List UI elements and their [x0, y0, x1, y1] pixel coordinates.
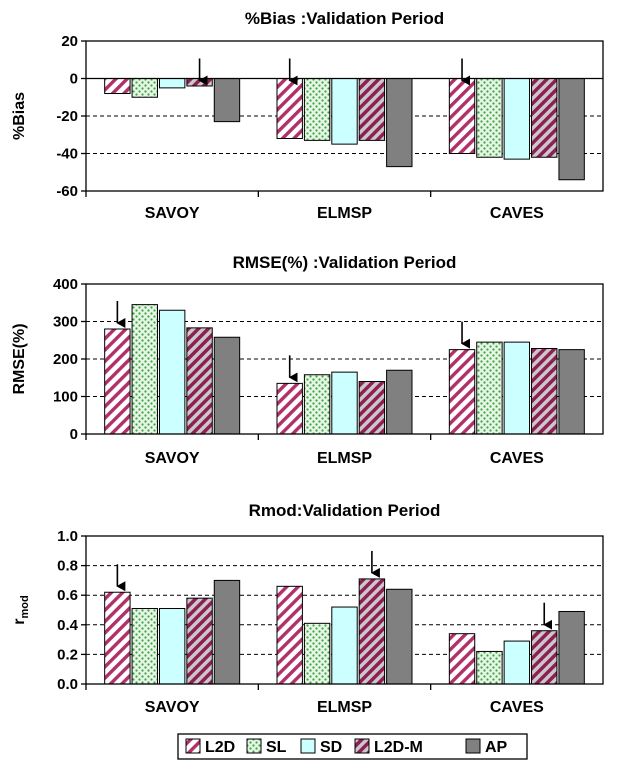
x-tick-label: SAVOY	[145, 699, 200, 716]
bar-caves-ap	[558, 78, 585, 181]
y-tick-label: 1.0	[57, 528, 78, 545]
bar-savoy-sd	[158, 78, 186, 89]
chart-title: RMSE(%) :Validation Period	[233, 253, 457, 272]
y-tick-label: 300	[53, 314, 78, 331]
bar-caves-sl	[476, 650, 503, 685]
legend-swatch-l2d-m	[354, 738, 370, 754]
bar-savoy-l2d	[104, 591, 131, 685]
plot-frame	[85, 40, 604, 192]
bar-savoy-ap	[213, 78, 241, 123]
bar-elmsp-sl	[303, 622, 331, 685]
y-axis-label-text: %Bias	[11, 92, 28, 140]
legend-swatch-sl	[246, 738, 262, 754]
bar-savoy-sl	[131, 304, 158, 435]
bar-elmsp-l2d-m	[358, 78, 386, 141]
bar-savoy-l2d-m	[186, 597, 213, 685]
y-tick-label: 0.4	[57, 617, 79, 634]
bar-savoy-l2d-m	[186, 327, 213, 435]
chart-panel-2: RMSE(%) :Validation Period 400 300 200 100 0 S…	[11, 253, 604, 467]
x-tick-label: ELMSP	[317, 699, 372, 716]
y-tick-label: 0.8	[57, 558, 78, 575]
y-tick-label: 100	[53, 389, 78, 406]
y-axis-label-text: RMSE(%)	[11, 323, 28, 394]
y-tick-label: -20	[56, 108, 78, 125]
bar-elmsp-ap	[386, 78, 413, 168]
bar-savoy-sl	[131, 78, 158, 98]
x-tick-label: CAVES	[490, 205, 544, 222]
x-tick-label: ELMSP	[317, 450, 372, 467]
bar-caves-sd	[503, 341, 531, 435]
y-tick-label: 20	[61, 33, 78, 50]
bar-caves-sd	[503, 78, 531, 160]
y-axis-label: RMSE(%)	[11, 323, 28, 394]
bar-elmsp-l2d	[276, 382, 303, 435]
x-tick-label: ELMSP	[317, 205, 372, 222]
legend-label-sd: SD	[320, 739, 342, 756]
bar-elmsp-l2d	[276, 585, 303, 685]
legend-label-ap: AP	[485, 739, 508, 756]
bar-elmsp-ap	[386, 588, 413, 685]
legend-label-l2d-m: L2D-M	[374, 739, 423, 756]
bar-caves-l2d	[448, 78, 476, 154]
bar-caves-l2d-m	[531, 78, 558, 158]
y-tick-label: 400	[53, 276, 78, 293]
bar-savoy-l2d	[104, 328, 131, 435]
bar-caves-sd	[503, 640, 531, 685]
bar-savoy-sd	[158, 608, 186, 685]
y-tick-label: 0	[70, 426, 78, 443]
bar-elmsp-l2d-m	[358, 578, 386, 685]
chart-title: Rmod:Validation Period	[249, 501, 441, 520]
bar-elmsp-sd	[331, 606, 358, 685]
plot-frame	[85, 535, 604, 685]
x-tick-label: CAVES	[490, 699, 544, 716]
bar-savoy-l2d	[104, 78, 131, 94]
legend-label-sl: SL	[266, 739, 287, 756]
y-axis-label-text: r	[11, 619, 28, 625]
bar-elmsp-sd	[331, 78, 358, 145]
chart-panel-3: Rmod:Validation Period 1.0 0.8 0.6 0.4 0.2 0.0…	[11, 501, 604, 716]
y-axis-label: %Bias	[11, 92, 28, 140]
y-tick-label: 200	[53, 351, 78, 368]
bar-savoy-ap	[213, 336, 241, 435]
y-axis-label: rmod	[11, 595, 31, 624]
bar-caves-l2d-m	[531, 630, 558, 685]
legend-swatch-l2d	[185, 738, 201, 754]
legend: L2D SL SD L2D-M AP	[177, 733, 528, 760]
bar-savoy-sd	[158, 309, 186, 435]
y-tick-label: 0	[70, 71, 78, 88]
bar-caves-ap	[558, 349, 585, 435]
y-tick-label: 0.2	[57, 646, 78, 663]
plot-frame	[85, 283, 604, 435]
legend-swatch-ap	[465, 738, 481, 754]
bar-elmsp-sl	[303, 78, 331, 141]
y-tick-label: 0.0	[57, 676, 78, 693]
bar-caves-ap	[558, 610, 585, 685]
bar-caves-l2d	[448, 349, 476, 435]
x-tick-label: SAVOY	[145, 205, 200, 222]
y-axis-label-subscript: mod	[19, 595, 31, 618]
bar-caves-l2d-m	[531, 348, 558, 435]
bar-savoy-ap	[213, 579, 241, 685]
chart-title: %Bias :Validation Period	[245, 9, 444, 28]
chart-panel-1: %Bias :Validation Period 20 0 -20 -40 -60 SAVO…	[11, 9, 604, 222]
bar-elmsp-l2d-m	[358, 381, 386, 435]
legend-swatch-sd	[300, 738, 316, 754]
y-tick-label: -40	[56, 146, 78, 163]
bar-elmsp-sl	[303, 374, 331, 435]
y-tick-label: -60	[56, 183, 78, 200]
bar-caves-l2d	[448, 633, 476, 685]
x-tick-label: SAVOY	[145, 450, 200, 467]
bar-elmsp-l2d	[276, 78, 303, 139]
bar-caves-sl	[476, 341, 503, 435]
legend-label-l2d: L2D	[205, 739, 235, 756]
bar-caves-sl	[476, 78, 503, 158]
y-tick-label: 0.6	[57, 587, 78, 604]
bar-elmsp-sd	[331, 371, 358, 435]
bar-savoy-sl	[131, 608, 158, 685]
x-tick-label: CAVES	[490, 450, 544, 467]
bar-elmsp-ap	[386, 369, 413, 435]
